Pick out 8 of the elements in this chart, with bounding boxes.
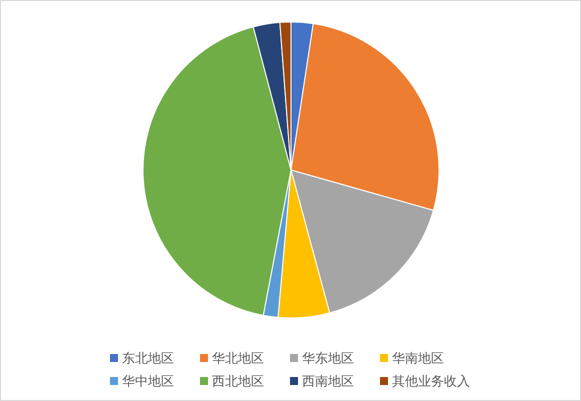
legend-label: 华东地区 xyxy=(302,352,354,366)
legend-label: 东北地区 xyxy=(122,352,174,366)
legend-label: 华北地区 xyxy=(212,352,264,366)
legend-label: 其他业务收入 xyxy=(392,374,470,390)
legend-label: 华中地区 xyxy=(122,374,174,390)
legend-label: 华南地区 xyxy=(392,352,444,366)
legend-label: 西南地区 xyxy=(302,374,354,390)
legend-label: 西北地区 xyxy=(212,374,264,390)
